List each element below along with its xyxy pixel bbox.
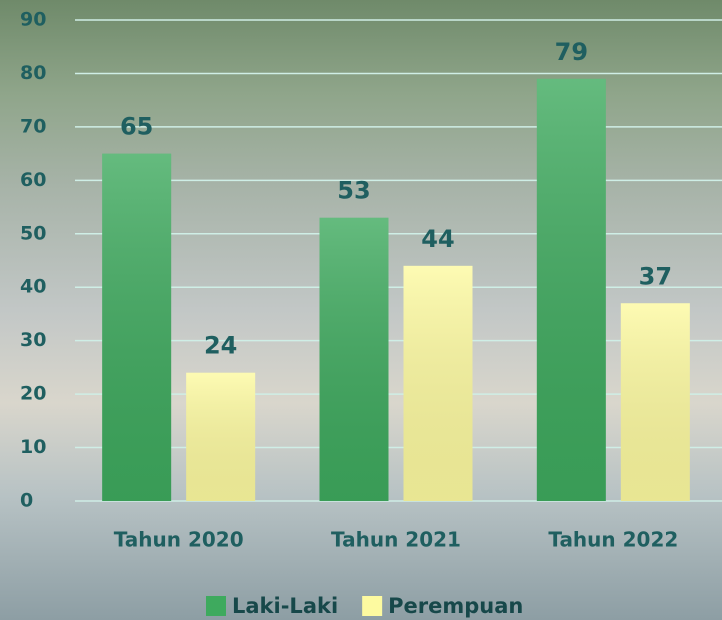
- x-tick-label: Tahun 2022: [548, 528, 678, 552]
- x-tick-label: Tahun 2020: [114, 528, 244, 552]
- legend-swatch: [362, 596, 383, 616]
- y-tick-label: 80: [20, 62, 46, 84]
- legend-swatch: [206, 596, 226, 616]
- y-tick-label: 0: [20, 490, 33, 512]
- data-label: 44: [421, 225, 454, 253]
- data-label: 37: [639, 262, 672, 290]
- legend-label: Laki-Laki: [232, 594, 338, 618]
- bar: [186, 372, 256, 501]
- bar: [319, 217, 389, 501]
- y-tick-label: 40: [20, 276, 46, 298]
- x-tick-label: Tahun 2021: [331, 528, 461, 552]
- bar: [102, 153, 172, 501]
- y-tick-label: 50: [20, 222, 46, 244]
- bar: [403, 265, 473, 501]
- y-tick-label: 90: [20, 9, 46, 31]
- bar: [536, 78, 606, 502]
- data-label: 53: [337, 177, 370, 205]
- bar: [620, 303, 690, 501]
- y-tick-label: 10: [20, 436, 46, 458]
- data-label: 79: [555, 38, 588, 66]
- data-label: 65: [120, 113, 153, 141]
- y-tick-label: 20: [20, 383, 46, 405]
- legend-label: Perempuan: [388, 594, 523, 618]
- y-tick-label: 60: [20, 169, 46, 191]
- y-tick-label: 30: [20, 329, 46, 351]
- y-tick-label: 70: [20, 115, 46, 137]
- data-label: 24: [204, 332, 237, 360]
